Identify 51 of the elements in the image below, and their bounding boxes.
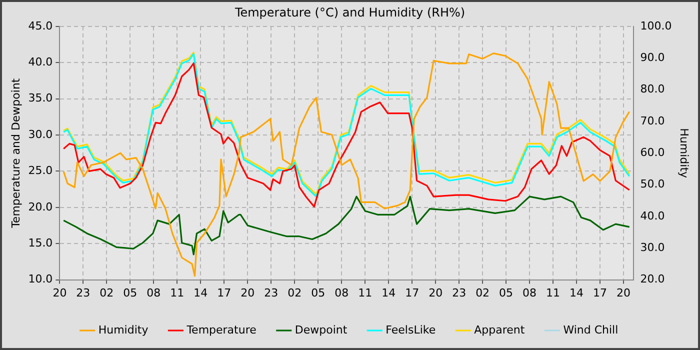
y-tick-label: 35.0 <box>28 92 53 105</box>
x-tick-label: 14 <box>194 286 208 300</box>
chart-title: Temperature (°C) and Humidity (RH%) <box>234 5 466 20</box>
y-tick-label: 15.0 <box>28 236 53 250</box>
x-tick-label: 05 <box>311 286 326 300</box>
legend-label: Temperature <box>186 323 257 336</box>
x-tick-label: 20 <box>616 286 631 300</box>
y2-tick-label: 40.0 <box>640 209 665 222</box>
y-axis-title: Temperature and Dewpoint <box>9 78 22 229</box>
y2-tick-label: 90.0 <box>640 50 665 64</box>
x-tick-label: 08 <box>334 286 349 300</box>
y-tick-label: 25.0 <box>28 164 53 178</box>
x-tick-label: 23 <box>264 286 278 300</box>
y-tick-label: 20.0 <box>28 200 53 214</box>
y-tick-label: 30.0 <box>28 128 53 141</box>
legend-label: FeelsLike <box>386 323 436 336</box>
x-tick-label: 08 <box>522 286 537 300</box>
x-tick-label: 05 <box>499 286 514 300</box>
x-tick-label: 17 <box>405 286 420 300</box>
x-tick-label: 20 <box>52 286 67 300</box>
legend-label: Wind Chill <box>563 323 618 336</box>
x-tick-label: 20 <box>428 286 443 300</box>
x-tick-label: 11 <box>358 286 372 300</box>
x-tick-label: 11 <box>546 286 560 300</box>
x-tick-label: 20 <box>240 286 255 300</box>
legend-label: Apparent <box>474 323 526 336</box>
y-tick-label: 10.0 <box>28 272 53 286</box>
x-tick-label: 23 <box>76 286 90 300</box>
x-tick-label: 02 <box>100 286 114 300</box>
y2-tick-label: 30.0 <box>640 240 665 254</box>
x-tick-label: 02 <box>288 286 302 300</box>
x-tick-label: 14 <box>570 286 584 300</box>
y2-tick-label: 70.0 <box>640 114 665 128</box>
x-tick-label: 14 <box>382 286 396 300</box>
y2-tick-label: 100.0 <box>640 19 672 32</box>
y-tick-label: 40.0 <box>28 55 53 68</box>
y2-tick-label: 60.0 <box>640 146 665 159</box>
x-tick-label: 17 <box>593 286 608 300</box>
y2-tick-label: 20.0 <box>640 272 665 286</box>
y2-axis-title: Humidity <box>678 128 691 179</box>
y-tick-label: 45.0 <box>28 19 53 32</box>
y2-tick-label: 80.0 <box>640 82 665 96</box>
legend-label: Dewpoint <box>294 323 348 336</box>
x-tick-label: 11 <box>170 286 184 300</box>
y2-tick-label: 50.0 <box>640 178 665 191</box>
x-tick-label: 23 <box>452 286 466 300</box>
x-tick-label: 05 <box>123 286 138 300</box>
legend-label: Humidity <box>98 323 149 336</box>
x-tick-label: 08 <box>146 286 161 300</box>
x-tick-label: 17 <box>217 286 232 300</box>
x-tick-label: 02 <box>476 286 490 300</box>
